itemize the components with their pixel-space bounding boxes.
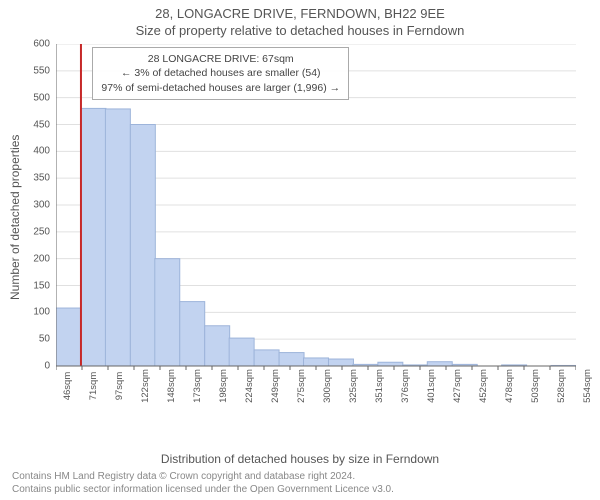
x-tick-label: 528sqm: [550, 369, 567, 403]
y-tick-label: 0: [44, 361, 56, 372]
footer-line-1: Contains HM Land Registry data © Crown c…: [12, 470, 394, 483]
y-tick-label: 150: [33, 280, 56, 291]
y-tick-label: 500: [33, 92, 56, 103]
annotation-line-1: 28 LONGACRE DRIVE: 67sqm: [101, 52, 340, 66]
y-tick-label: 100: [33, 307, 56, 318]
x-tick-label: 376sqm: [394, 369, 411, 403]
annotation-box: 28 LONGACRE DRIVE: 67sqm ← 3% of detache…: [92, 47, 349, 100]
x-tick-label: 452sqm: [472, 369, 489, 403]
y-tick-label: 450: [33, 119, 56, 130]
y-tick-label: 350: [33, 173, 56, 184]
x-tick-label: 478sqm: [498, 369, 515, 403]
x-tick-label: 401sqm: [420, 369, 437, 403]
x-tick-label: 148sqm: [160, 369, 177, 403]
y-tick-label: 250: [33, 226, 56, 237]
x-tick-label: 46sqm: [56, 372, 73, 401]
x-tick-label: 249sqm: [264, 369, 281, 403]
histogram-chart: 050100150200250300350400450500550600 46s…: [56, 44, 576, 416]
y-tick-label: 200: [33, 253, 56, 264]
x-tick-label: 275sqm: [290, 369, 307, 403]
footer-attribution: Contains HM Land Registry data © Crown c…: [12, 470, 394, 496]
y-tick-label: 400: [33, 146, 56, 157]
x-tick-label: 503sqm: [524, 369, 541, 403]
page-title: 28, LONGACRE DRIVE, FERNDOWN, BH22 9EE: [0, 0, 600, 21]
x-tick-label: 351sqm: [368, 369, 385, 403]
page-subtitle: Size of property relative to detached ho…: [0, 21, 600, 38]
x-tick-label: 427sqm: [446, 369, 463, 403]
x-tick-label: 122sqm: [134, 369, 151, 403]
footer-line-2: Contains public sector information licen…: [12, 483, 394, 496]
x-tick-label: 325sqm: [342, 369, 359, 403]
x-tick-label: 173sqm: [186, 369, 203, 403]
annotation-line-3: 97% of semi-detached houses are larger (…: [101, 81, 340, 95]
y-tick-label: 50: [39, 334, 56, 345]
x-tick-label: 554sqm: [576, 369, 593, 403]
x-tick-label: 224sqm: [238, 369, 255, 403]
y-tick-label: 600: [33, 39, 56, 50]
x-tick-label: 300sqm: [316, 369, 333, 403]
y-axis-label: Number of detached properties: [8, 135, 22, 300]
x-tick-label: 97sqm: [108, 372, 125, 401]
chart-svg: [56, 44, 576, 416]
x-axis-label: Distribution of detached houses by size …: [0, 452, 600, 466]
y-tick-label: 550: [33, 65, 56, 76]
annotation-line-2: ← 3% of detached houses are smaller (54): [101, 66, 340, 80]
y-tick-label: 300: [33, 200, 56, 211]
x-tick-label: 71sqm: [82, 372, 99, 401]
x-tick-label: 198sqm: [212, 369, 229, 403]
